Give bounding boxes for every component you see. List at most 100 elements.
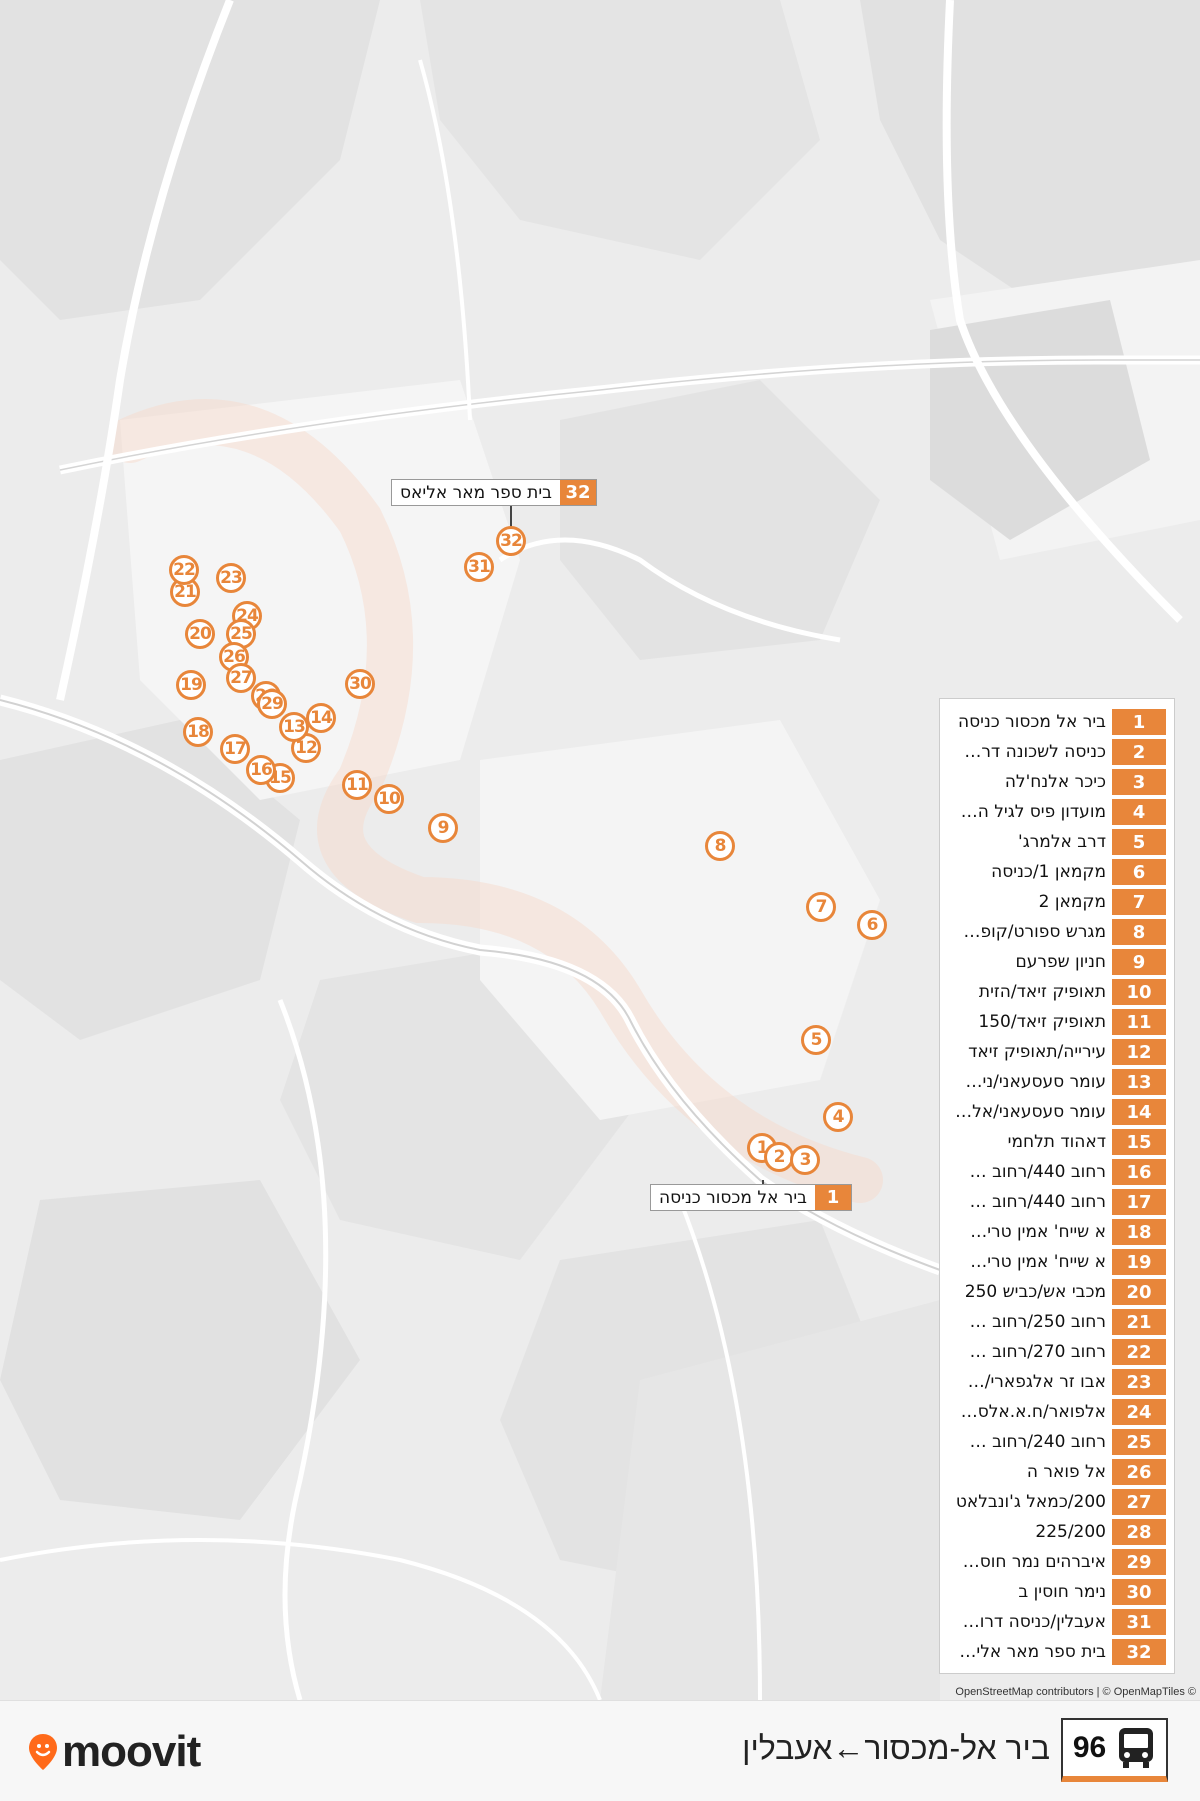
legend-stop-name: רחוב 440/רחוב … [969, 1192, 1106, 1212]
map-attribution[interactable]: OpenStreetMap contributors | © OpenMapTi… [955, 1686, 1196, 1698]
legend-row[interactable]: 7 מקמאן 2 [946, 887, 1166, 917]
legend-stop-number: 17 [1112, 1189, 1166, 1215]
legend-row[interactable]: 27 200/כמאל ג'ונבלאט [946, 1487, 1166, 1517]
callout-first-stop[interactable]: 1 ביר אל מכסור כניסה [650, 1184, 852, 1211]
legend-row[interactable]: 1 ביר אל מכסור כניסה [946, 707, 1166, 737]
legend-row[interactable]: 6 מקמאן 1/כניסה [946, 857, 1166, 887]
legend-row[interactable]: 9 חניון שפרעם [946, 947, 1166, 977]
legend-stop-number: 13 [1112, 1069, 1166, 1095]
map-stop-marker[interactable]: 31 [464, 552, 494, 582]
map-stop-marker[interactable]: 14 [306, 703, 336, 733]
legend-row[interactable]: 11 תאופיק זיאד/150 [946, 1007, 1166, 1037]
legend-row[interactable]: 10 תאופיק זיאד/הזית [946, 977, 1166, 1007]
map-stop-marker[interactable]: 32 [496, 526, 526, 556]
legend-stop-number: 28 [1112, 1519, 1166, 1545]
legend-row[interactable]: 14 עומר סעסעאני/אל… [946, 1097, 1166, 1127]
legend-stop-number: 6 [1112, 859, 1166, 885]
legend-row[interactable]: 29 איברהים נמר חוס… [946, 1547, 1166, 1577]
legend-stop-name: רחוב 240/רחוב … [969, 1432, 1106, 1452]
legend-row[interactable]: 21 רחוב 250/רחוב … [946, 1307, 1166, 1337]
map-stop-marker[interactable]: 17 [220, 734, 250, 764]
legend-stop-number: 19 [1112, 1249, 1166, 1275]
legend-stop-name: מגרש ספורט/קופ… [963, 922, 1106, 942]
legend-row[interactable]: 18 א שייח' אמין טרי… [946, 1217, 1166, 1247]
legend-stop-number: 9 [1112, 949, 1166, 975]
callout-last-stop[interactable]: 32 בית ספר מאר אליאס [391, 479, 597, 506]
legend-stop-name: עירייה/תאופיק זיאד [968, 1042, 1106, 1062]
legend-stop-number: 26 [1112, 1459, 1166, 1485]
legend-row[interactable]: 13 עומר סעסעאני/ני… [946, 1067, 1166, 1097]
map-stop-marker[interactable]: 16 [246, 755, 276, 785]
legend-stop-number: 14 [1112, 1099, 1166, 1125]
map-stop-marker[interactable]: 6 [857, 910, 887, 940]
map-stop-marker[interactable]: 22 [169, 555, 199, 585]
legend-row[interactable]: 30 נימר חוסין ב [946, 1577, 1166, 1607]
legend-stop-name: מכבי אש/כביש 250 [964, 1282, 1106, 1302]
route-number: 96 [1072, 1731, 1107, 1764]
legend-row[interactable]: 23 אבו זר אלגפארי/… [946, 1367, 1166, 1397]
map-stop-marker[interactable]: 4 [823, 1102, 853, 1132]
legend-row[interactable]: 25 רחוב 240/רחוב … [946, 1427, 1166, 1457]
legend-row[interactable]: 15 דאהוד תלחמי [946, 1127, 1166, 1157]
map-stop-marker[interactable]: 13 [279, 712, 309, 742]
legend-row[interactable]: 17 רחוב 440/רחוב … [946, 1187, 1166, 1217]
map-stop-marker[interactable]: 20 [185, 619, 215, 649]
legend-stop-number: 32 [1112, 1639, 1166, 1665]
legend-stop-name: תאופיק זיאד/150 [978, 1012, 1106, 1032]
legend-stop-number: 25 [1112, 1429, 1166, 1455]
legend-row[interactable]: 12 עירייה/תאופיק זיאד [946, 1037, 1166, 1067]
map-stop-marker[interactable]: 11 [342, 770, 372, 800]
legend-row[interactable]: 26 אל פואר ה [946, 1457, 1166, 1487]
legend-row[interactable]: 2 כניסה לשכונה דר… [946, 737, 1166, 767]
legend-row[interactable]: 5 דרב אלמרג' [946, 827, 1166, 857]
map-stop-marker[interactable]: 10 [374, 784, 404, 814]
legend-stop-number: 1 [1112, 709, 1166, 735]
footer-bar [0, 1700, 1200, 1801]
map-stop-marker[interactable]: 19 [176, 670, 206, 700]
legend-stop-number: 23 [1112, 1369, 1166, 1395]
callout-first-number: 1 [815, 1185, 851, 1210]
legend-stop-number: 2 [1112, 739, 1166, 765]
moovit-logo[interactable]: moovit [28, 1727, 201, 1777]
legend-row[interactable]: 28 225/200 [946, 1517, 1166, 1547]
legend-stop-number: 11 [1112, 1009, 1166, 1035]
map-stop-marker[interactable]: 30 [345, 669, 375, 699]
legend-stop-name: א שייח' אמין טרי… [970, 1222, 1106, 1242]
legend-stop-name: רחוב 250/רחוב … [969, 1312, 1106, 1332]
map-stop-marker[interactable]: 8 [705, 831, 735, 861]
callout-first-name: ביר אל מכסור כניסה [659, 1187, 807, 1208]
legend-stop-name: רחוב 440/רחוב … [969, 1162, 1106, 1182]
legend-stop-name: 225/200 [1035, 1522, 1106, 1542]
bus-icon [1119, 1728, 1154, 1768]
callout-last-leader [510, 506, 512, 532]
legend-stop-name: אלפואר/ח.א.אלס… [960, 1402, 1106, 1422]
legend-stop-name: חניון שפרעם [1015, 952, 1106, 972]
legend-stop-name: בית ספר מאר אלי… [959, 1642, 1106, 1662]
map-stop-marker[interactable]: 23 [216, 563, 246, 593]
legend-stop-name: אעבלין/כניסה דרו… [962, 1612, 1106, 1632]
legend-row[interactable]: 24 אלפואר/ח.א.אלס… [946, 1397, 1166, 1427]
map-stop-marker[interactable]: 3 [790, 1145, 820, 1175]
map-stop-marker[interactable]: 5 [801, 1025, 831, 1055]
legend-stop-name: ביר אל מכסור כניסה [958, 712, 1106, 732]
legend-stop-number: 16 [1112, 1159, 1166, 1185]
legend-row[interactable]: 20 מכבי אש/כביש 250 [946, 1277, 1166, 1307]
legend-row[interactable]: 32 בית ספר מאר אלי… [946, 1637, 1166, 1667]
legend-row[interactable]: 3 כיכר אלנח'לה [946, 767, 1166, 797]
map-stop-marker[interactable]: 18 [183, 717, 213, 747]
legend-stop-name: נימר חוסין ב [1018, 1582, 1106, 1602]
legend-row[interactable]: 22 רחוב 270/רחוב … [946, 1337, 1166, 1367]
legend-stop-number: 20 [1112, 1279, 1166, 1305]
legend-row[interactable]: 16 רחוב 440/רחוב … [946, 1157, 1166, 1187]
legend-stop-number: 5 [1112, 829, 1166, 855]
map-stop-marker[interactable]: 9 [428, 813, 458, 843]
map-stop-marker[interactable]: 7 [806, 892, 836, 922]
map-stop-marker[interactable]: 27 [226, 663, 256, 693]
legend-row[interactable]: 4 מועדון פיס לגיל ה… [946, 797, 1166, 827]
legend-stop-number: 31 [1112, 1609, 1166, 1635]
legend-row[interactable]: 19 א שייח' אמין טרי… [946, 1247, 1166, 1277]
map-stop-marker[interactable]: 29 [257, 689, 287, 719]
legend-row[interactable]: 8 מגרש ספורט/קופ… [946, 917, 1166, 947]
route-title: ביר אל-מכסור←אעבלין [742, 1730, 1050, 1766]
legend-row[interactable]: 31 אעבלין/כניסה דרו… [946, 1607, 1166, 1637]
